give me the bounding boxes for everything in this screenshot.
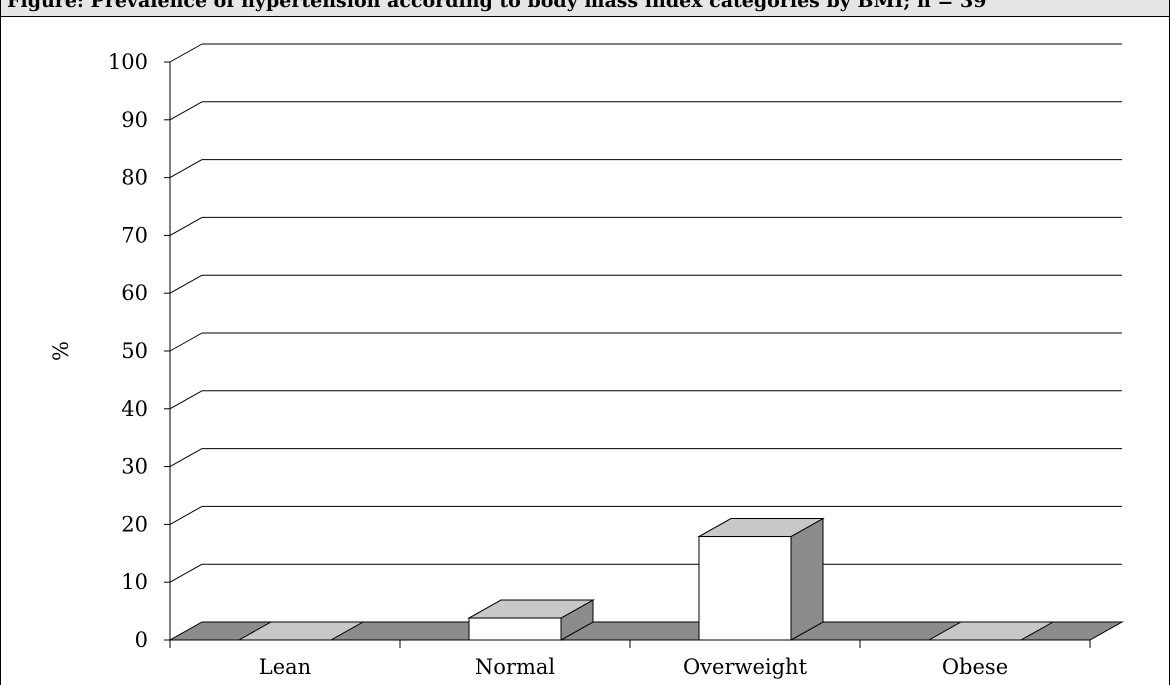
bar-side-overweight (790, 517, 824, 641)
y-tick-label: 90 (121, 108, 148, 132)
gridline-stub (169, 101, 203, 121)
y-tick-label: 0 (135, 628, 148, 652)
figure-caption: Figure: Prevalence of hypertension accor… (7, 0, 987, 12)
axes (164, 61, 1091, 648)
gridline-stub (169, 448, 203, 468)
gridline-stub (169, 43, 203, 63)
labels: 0 10 20 30 40 50 60 70 80 90 100 Lean Normal Overweig… (49, 50, 1008, 679)
y-tick-label: 30 (121, 455, 148, 479)
x-category-label: Normal (475, 655, 555, 679)
y-tick-label: 80 (121, 166, 148, 190)
y-tick-label: 70 (121, 223, 148, 247)
gridline-stub (169, 390, 203, 410)
y-tick-label: 50 (121, 339, 148, 363)
x-category-label: Lean (259, 655, 311, 679)
frame-left-border (0, 16, 1, 685)
y-tick-label: 20 (121, 512, 148, 536)
x-category-label: Overweight (683, 655, 808, 679)
y-tick-label: 10 (121, 570, 148, 594)
gridline-stub (169, 216, 203, 236)
chart-floor (168, 621, 1124, 641)
bar-normal (468, 617, 562, 641)
gridline-stub (169, 159, 203, 179)
y-axis-title: % (49, 341, 73, 361)
bars (467, 517, 825, 641)
x-category-label: Obese (942, 655, 1008, 679)
y-tick-label: 100 (108, 50, 148, 74)
gridline-stub (169, 274, 203, 294)
bar-overweight (698, 536, 792, 641)
gridline-stub (169, 563, 203, 583)
y-tick-label: 40 (121, 397, 148, 421)
y-tick-label: 60 (121, 281, 148, 305)
gridline-stub (169, 332, 203, 352)
gridlines (169, 43, 1122, 583)
gridline-stub (169, 505, 203, 525)
